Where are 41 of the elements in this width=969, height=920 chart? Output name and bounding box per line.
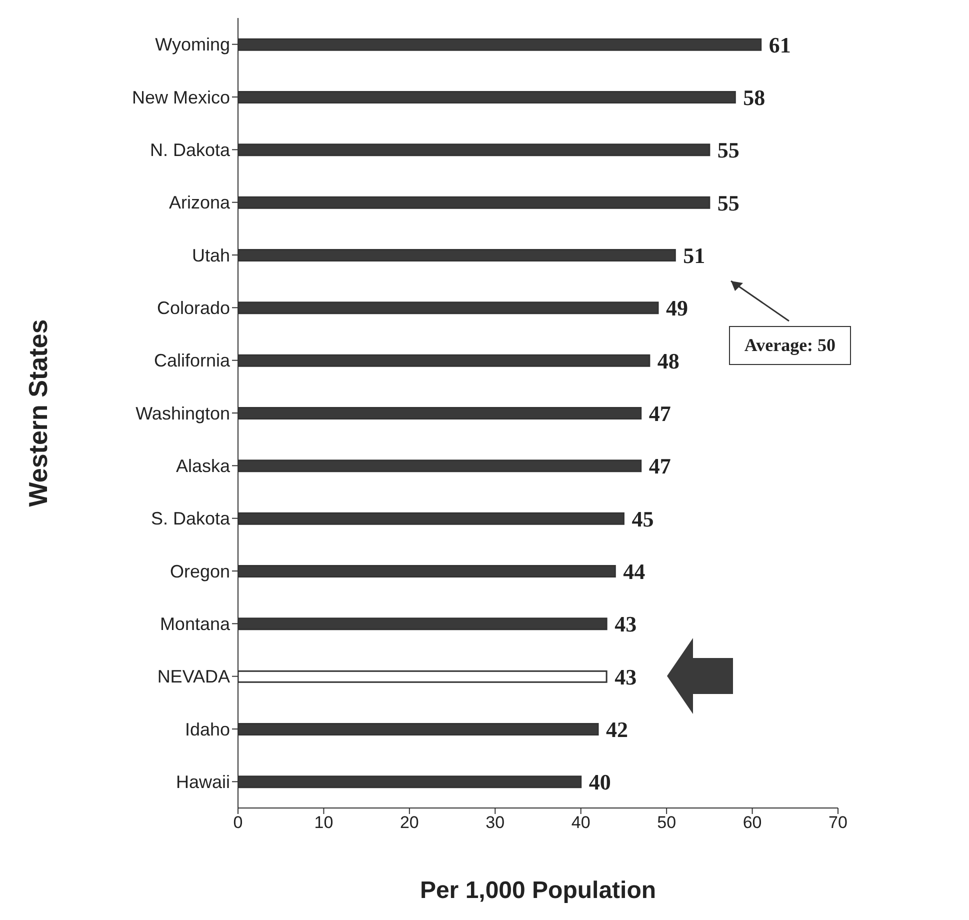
x-tick-label: 30	[486, 813, 505, 832]
x-tick-label: 20	[400, 813, 419, 832]
data-label: 45	[632, 506, 654, 532]
data-label: 55	[717, 138, 740, 163]
x-tick-label: 60	[742, 813, 762, 832]
data-label: 58	[743, 85, 766, 110]
y-tick-label: N. Dakota	[150, 140, 231, 160]
y-tick-label: Alaska	[176, 456, 231, 476]
y-tick-label: S. Dakota	[150, 508, 231, 529]
data-label: 47	[648, 454, 671, 479]
y-tick-label: California	[154, 350, 231, 371]
data-label: 40	[588, 770, 611, 795]
data-label: 51	[683, 243, 706, 268]
data-label: 42	[606, 717, 628, 742]
data-label: 44	[623, 559, 646, 584]
y-tick-label: Wyoming	[155, 34, 230, 55]
x-tick-label: 10	[314, 813, 334, 832]
data-label: 43	[614, 664, 637, 690]
x-axis-title: Per 1,000 Population	[420, 877, 656, 904]
y-tick-label: Oregon	[170, 561, 230, 582]
y-tick-label: Idaho	[184, 719, 230, 740]
y-tick-label: Hawaii	[176, 772, 230, 792]
y-tick-label: NEVADA	[157, 666, 230, 687]
x-tick-label: 40	[571, 813, 590, 832]
data-label: 48	[657, 348, 680, 374]
x-tick-label: 0	[233, 813, 243, 832]
y-tick-label: Washington	[136, 403, 230, 424]
y-tick-label: Arizona	[168, 192, 231, 213]
data-label: 43	[614, 612, 637, 637]
data-label: 47	[648, 401, 671, 426]
x-tick-label: 50	[657, 813, 676, 832]
annotation: Average: 50	[729, 326, 851, 366]
data-label: 55	[717, 190, 740, 216]
y-tick-label: Montana	[160, 614, 231, 634]
data-label: 49	[666, 296, 688, 321]
data-label: 61	[768, 32, 791, 58]
y-tick-label: New Mexico	[132, 87, 230, 108]
y-axis-title: Western States	[23, 319, 54, 507]
x-tick-label: 70	[828, 813, 848, 832]
y-tick-label: Utah	[192, 245, 230, 266]
y-tick-label: Colorado	[156, 298, 230, 318]
